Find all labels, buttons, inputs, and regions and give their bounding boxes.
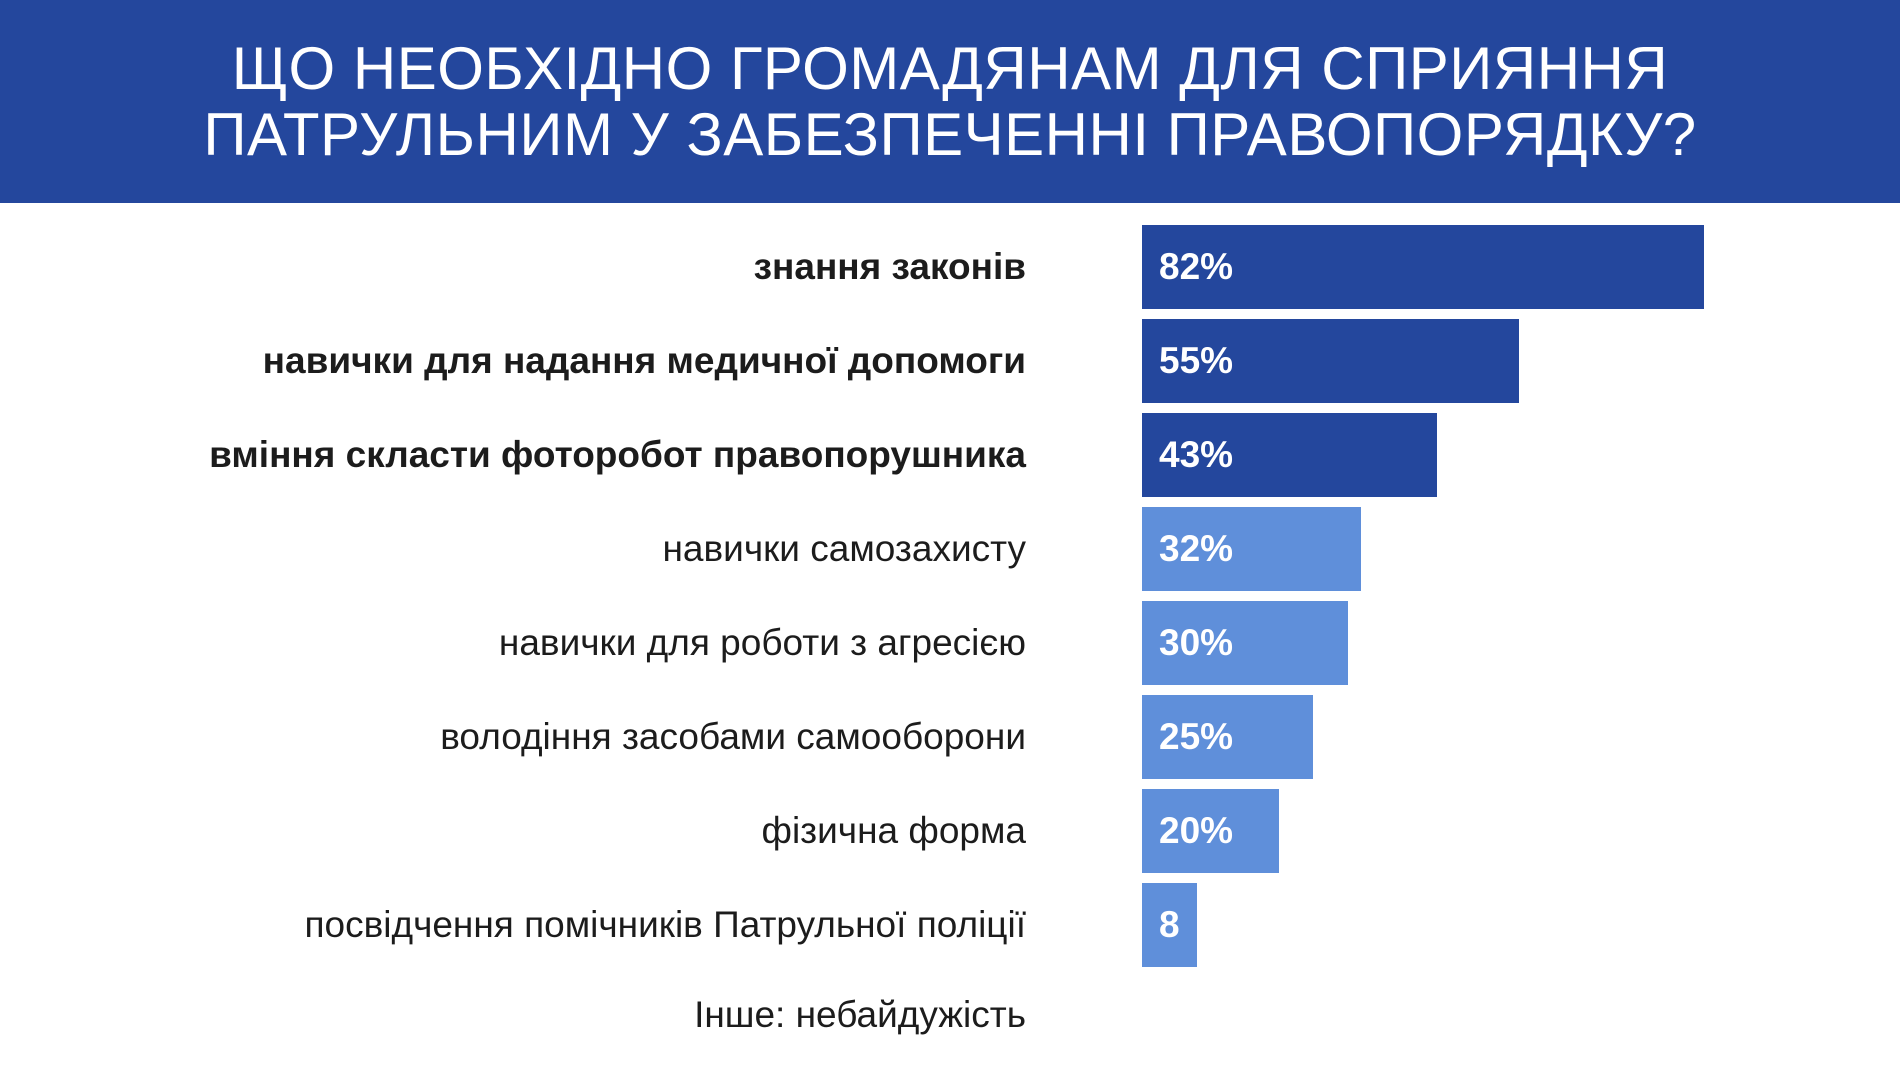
chart-header: ЩО НЕОБХІДНО ГРОМАДЯНАМ ДЛЯ СПРИЯННЯ ПАТ… bbox=[0, 0, 1900, 203]
bar-value-label: 20% bbox=[1159, 810, 1234, 851]
chart-row: фізична форма 20% bbox=[0, 789, 1900, 873]
category-label: вміння скласти фоторобот правопорушника bbox=[209, 434, 1026, 475]
category-label: навички самозахисту bbox=[662, 528, 1027, 569]
chart-title-line-1: ЩО НЕОБХІДНО ГРОМАДЯНАМ ДЛЯ СПРИЯННЯ bbox=[231, 34, 1669, 102]
bar: 32% bbox=[1142, 507, 1361, 591]
category-label: навички для роботи з агресією bbox=[498, 622, 1026, 663]
category-label: володіння засобами самооборони bbox=[440, 716, 1026, 757]
bar-value-label: 25% bbox=[1159, 716, 1234, 757]
bar-value-label: 8 bbox=[1159, 904, 1180, 945]
bar-value-label: 32% bbox=[1159, 528, 1234, 569]
bar-value-label: 55% bbox=[1159, 340, 1234, 381]
category-label: знання законів bbox=[753, 246, 1026, 287]
chart-row: знання законів 82% bbox=[0, 225, 1900, 309]
chart-title-line-2: ПАТРУЛЬНИМ У ЗАБЕЗПЕЧЕННІ ПРАВОПОРЯДКУ? bbox=[203, 100, 1697, 168]
category-label: посвідчення помічників Патрульної поліці… bbox=[304, 904, 1027, 945]
bar: 43% bbox=[1142, 413, 1437, 497]
bar: 82% bbox=[1142, 225, 1704, 309]
bar: 30% bbox=[1142, 601, 1348, 685]
chart-row: вміння скласти фоторобот правопорушника 4… bbox=[0, 413, 1900, 497]
chart-row: навички для роботи з агресією 30% bbox=[0, 601, 1900, 685]
chart-row: володіння засобами самооборони 25% bbox=[0, 695, 1900, 779]
bar-chart: Інше: небайдужість знання законів 82% нави… bbox=[0, 203, 1900, 1069]
bar-value-label: 30% bbox=[1159, 622, 1234, 663]
bar-value-label: 43% bbox=[1159, 434, 1234, 475]
bar: 25% bbox=[1142, 695, 1313, 779]
other-note: Інше: небайдужість bbox=[694, 994, 1026, 1035]
bar: 8 bbox=[1142, 883, 1197, 967]
bar-value-label: 82% bbox=[1159, 246, 1234, 287]
bar: 55% bbox=[1142, 319, 1519, 403]
chart-row: навички для надання медичної допомоги 55% bbox=[0, 319, 1900, 403]
bar: 20% bbox=[1142, 789, 1279, 873]
chart-row: посвідчення помічників Патрульної поліці… bbox=[0, 883, 1900, 967]
category-label: фізична форма bbox=[761, 810, 1026, 851]
chart-row: навички самозахисту 32% bbox=[0, 507, 1900, 591]
category-label: навички для надання медичної допомоги bbox=[262, 340, 1026, 381]
